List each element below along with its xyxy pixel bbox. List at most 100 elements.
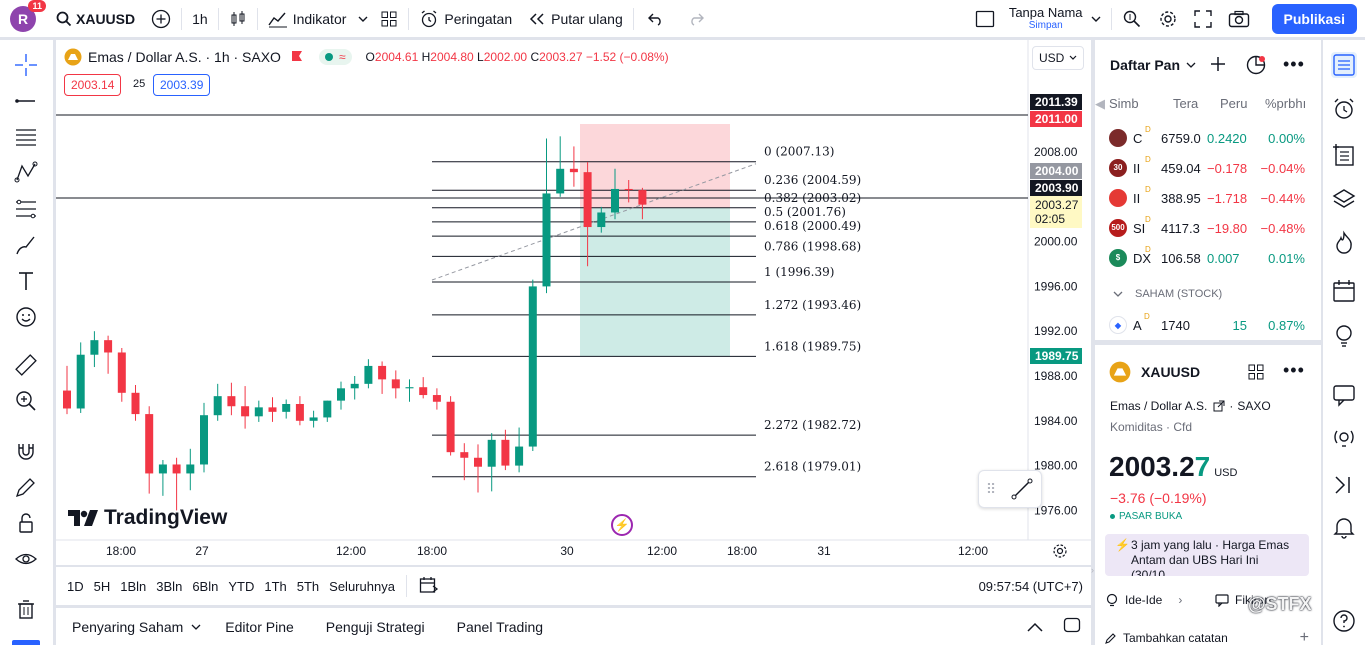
collapse-panel-button[interactable] xyxy=(1027,619,1043,635)
hotlists-flame-icon[interactable] xyxy=(1331,230,1357,256)
fib-tools-icon[interactable] xyxy=(13,196,39,222)
smiley-icon[interactable] xyxy=(13,304,39,330)
tab-pine-editor[interactable]: Editor Pine xyxy=(225,618,294,635)
news-headline[interactable]: ⚡ 3 jam yang lalu · Harga Emas Antam dan… xyxy=(1105,534,1309,576)
streams-icon[interactable] xyxy=(1331,426,1357,452)
chart-panel[interactable]: 2008.00 2000.00 1996.00 1992.00 1988.00 1984.… xyxy=(56,40,1091,565)
trend-line-icon[interactable] xyxy=(1010,477,1034,501)
watchlist-icon[interactable] xyxy=(1331,52,1357,78)
trash-icon[interactable] xyxy=(13,596,39,622)
goto-date-button[interactable] xyxy=(419,576,439,597)
ask-button[interactable]: 2003.39 xyxy=(153,74,211,96)
interval-button[interactable]: 1h xyxy=(192,10,208,27)
currency-select[interactable]: USD xyxy=(1032,46,1084,70)
add-note-button[interactable]: Tambahkan catatan + xyxy=(1105,629,1309,645)
lock-icon[interactable] xyxy=(13,510,39,536)
list-item[interactable]: C D 6759.0 0.2420 0.00% xyxy=(1095,123,1321,153)
symbol-search-button[interactable]: XAUUSD xyxy=(48,0,143,38)
advanced-view-button[interactable] xyxy=(1245,54,1267,79)
layouts-button[interactable] xyxy=(372,0,406,38)
settings-button[interactable] xyxy=(1150,0,1186,38)
brush-icon[interactable] xyxy=(13,232,39,258)
col-symbol[interactable]: Simb xyxy=(1109,96,1139,111)
undo-button[interactable] xyxy=(636,0,676,38)
play-forward-icon[interactable] xyxy=(1331,472,1357,498)
list-item[interactable]: ◆ A D 1740 15 0.87% xyxy=(1095,310,1321,340)
range-button-4[interactable]: 6Bln xyxy=(192,578,219,594)
pencil-lock-icon[interactable] xyxy=(13,474,39,500)
layout-select[interactable]: Tanpa Nama Simpan xyxy=(967,0,1109,38)
replay-button[interactable]: Putar ulang xyxy=(520,0,631,38)
minds-button[interactable]: Fikiran xyxy=(1215,588,1271,612)
watchlist-section-header[interactable]: SAHAM (STOCK) xyxy=(1113,288,1222,300)
list-item[interactable]: $ DX D 106.58 0.007 0.01% xyxy=(1095,243,1321,273)
range-button-3[interactable]: 3Bln xyxy=(156,578,183,594)
user-avatar[interactable]: R 11 xyxy=(10,0,46,32)
calendar-icon[interactable] xyxy=(1331,278,1357,304)
timezone-clock[interactable]: 09:57:54 (UTC+7) xyxy=(978,578,1083,594)
fullscreen-button[interactable] xyxy=(1186,0,1220,38)
col-change[interactable]: Peru xyxy=(1220,96,1248,111)
maximize-panel-button[interactable] xyxy=(1063,617,1081,636)
alarm-clock-icon[interactable] xyxy=(1331,96,1357,122)
tab-strategy-tester[interactable]: Penguji Strategi xyxy=(325,618,425,635)
redo-button[interactable] xyxy=(676,0,716,38)
watchlist-title-button[interactable]: Daftar Pan xyxy=(1110,57,1196,73)
range-button-5[interactable]: YTD xyxy=(228,578,255,594)
help-icon[interactable] xyxy=(1331,608,1357,634)
col-percent[interactable]: %prbhı xyxy=(1265,96,1307,111)
layout-grid-button[interactable] xyxy=(1247,363,1265,384)
more-icon[interactable]: ••• xyxy=(1283,54,1305,74)
indicators-dropdown[interactable] xyxy=(354,0,372,38)
flag-icon[interactable] xyxy=(291,50,303,64)
col-last[interactable]: Tera xyxy=(1173,96,1199,111)
bid-button[interactable]: 2003.14 xyxy=(64,74,122,96)
crosshair-icon[interactable] xyxy=(13,52,39,78)
horizontal-lines-icon[interactable] xyxy=(13,124,39,150)
tab-stock-screener[interactable]: Penyaring Saham xyxy=(72,619,201,635)
indicators-button[interactable]: Indikator xyxy=(260,0,355,38)
range-button-2[interactable]: 1Bln xyxy=(120,578,147,594)
range-button-6[interactable]: 1Th xyxy=(264,578,287,594)
magnet-icon[interactable] xyxy=(13,438,39,464)
zoom-in-icon[interactable] xyxy=(13,388,39,414)
data-window-icon[interactable] xyxy=(1331,142,1357,168)
object-tree-tab[interactable] xyxy=(12,640,40,645)
list-item[interactable]: II D 388.95 −1.718 −0.44% xyxy=(1095,183,1321,213)
quick-search-button[interactable] xyxy=(1114,0,1150,38)
range-button-7[interactable]: 5Th xyxy=(296,578,320,594)
chat-icon[interactable] xyxy=(1331,382,1357,408)
snapshot-button[interactable] xyxy=(1220,0,1258,38)
details-symbol-button[interactable]: XAUUSD xyxy=(1109,361,1200,383)
ruler-icon[interactable] xyxy=(13,352,39,378)
alarm-clock-icon xyxy=(422,9,437,27)
range-button-8[interactable]: Seluruhnya xyxy=(329,578,395,594)
ideas-lightbulb-icon[interactable] xyxy=(1331,322,1357,348)
publish-button[interactable]: Publikasi xyxy=(1271,3,1357,34)
drag-handle-icon[interactable]: ⠿ xyxy=(985,480,997,497)
range-button-1[interactable]: 5H xyxy=(93,578,111,594)
chart-type-button[interactable] xyxy=(221,0,255,38)
text-icon[interactable] xyxy=(13,268,39,294)
trend-line-icon[interactable] xyxy=(13,88,39,114)
bell-icon[interactable] xyxy=(1331,514,1357,540)
list-item[interactable]: 30 II D 459.04 −0.178 −0.04% xyxy=(1095,153,1321,183)
list-item[interactable]: 500 SI D 4117.3 −19.80 −0.48% xyxy=(1095,213,1321,243)
ideas-button[interactable]: Ide-Ide › xyxy=(1105,588,1182,612)
eye-icon[interactable] xyxy=(13,546,39,572)
more-icon[interactable]: ••• xyxy=(1283,360,1305,380)
price-chart[interactable]: 2008.00 2000.00 1996.00 1992.00 1988.00 1984.… xyxy=(56,40,1091,565)
collapse-handle[interactable]: › xyxy=(1091,565,1094,575)
chart-settings-button[interactable] xyxy=(1052,543,1068,562)
pattern-icon[interactable] xyxy=(13,160,39,186)
event-lightning-icon[interactable]: ⚡ xyxy=(611,514,633,536)
alerts-button[interactable]: Peringatan xyxy=(411,0,520,38)
external-link-icon[interactable] xyxy=(1213,400,1225,412)
add-symbol-button[interactable] xyxy=(1209,55,1227,76)
market-status-pill[interactable]: ≈ xyxy=(318,49,352,65)
range-button-0[interactable]: 1D xyxy=(67,578,84,594)
tab-trading-panel[interactable]: Panel Trading xyxy=(456,618,544,635)
compare-button[interactable] xyxy=(143,0,179,38)
floating-drawing-toolbar[interactable]: ⠿ xyxy=(978,470,1042,508)
layers-icon[interactable] xyxy=(1331,186,1357,212)
